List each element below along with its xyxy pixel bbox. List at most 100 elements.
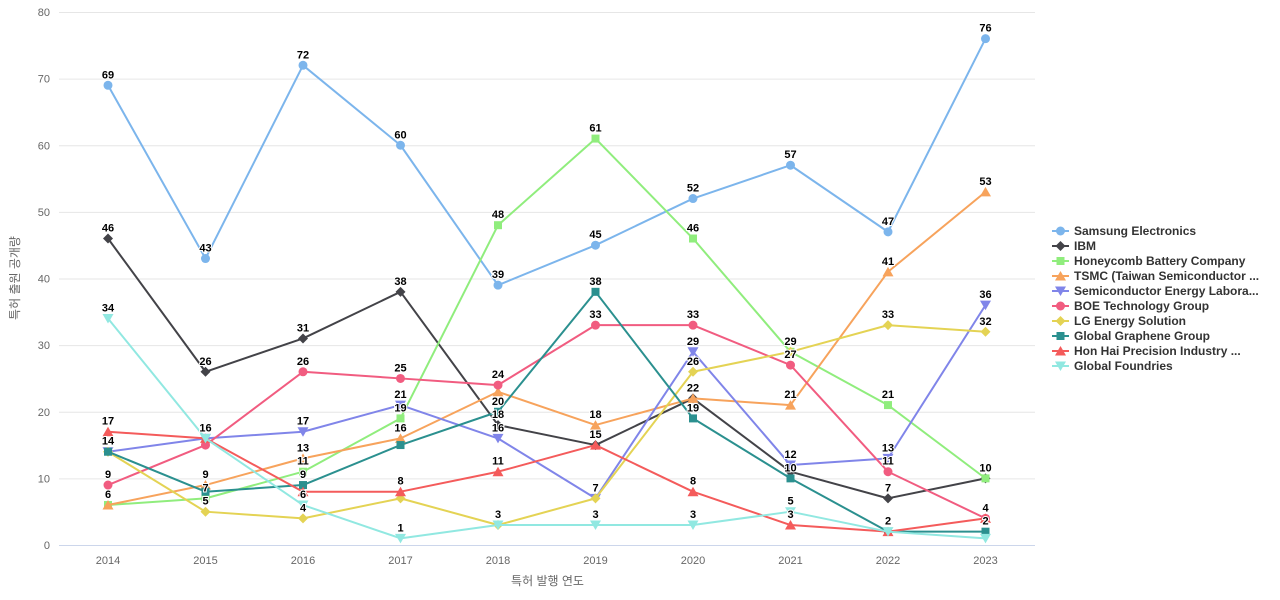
legend-item-boe-technology-group[interactable]: BOE Technology Group: [1052, 298, 1259, 313]
square-legend-marker: [1052, 331, 1069, 340]
square-marker: [396, 414, 405, 423]
square-marker: [396, 441, 405, 450]
data-label: 53: [979, 176, 991, 188]
legend-item-ibm[interactable]: IBM: [1052, 238, 1259, 253]
legend-item-semiconductor-energy-labora[interactable]: Semiconductor Energy Labora...: [1052, 283, 1259, 298]
y-tick-label: 50: [38, 207, 50, 219]
y-tick-label: 0: [44, 540, 50, 552]
data-label: 5: [787, 496, 793, 508]
data-label: 47: [882, 216, 894, 228]
triangle-marker: [882, 266, 894, 277]
y-tick-label: 10: [38, 473, 50, 485]
triangle-down-marker: [102, 313, 114, 324]
data-label: 3: [690, 509, 696, 521]
x-axis-title: 특허 발행 연도: [511, 574, 584, 588]
diamond-marker: [298, 513, 308, 524]
series-semiconductor-energy-labora: [102, 300, 991, 504]
triangle-marker: [590, 440, 601, 450]
legend-label: BOE Technology Group: [1074, 298, 1210, 313]
y-tick-label: 30: [38, 340, 50, 352]
diamond-marker: [103, 233, 113, 244]
data-label: 17: [297, 416, 309, 428]
legend-label: IBM: [1074, 238, 1096, 253]
diamond-marker: [883, 320, 893, 331]
triangle-down-marker: [980, 300, 991, 311]
data-label: 45: [589, 229, 601, 241]
data-label: 29: [784, 336, 796, 348]
data-label: 26: [297, 356, 309, 368]
data-label: 41: [882, 256, 894, 268]
triangle-down-marker: [882, 527, 894, 537]
square-marker: [591, 287, 600, 296]
data-label: 7: [592, 482, 598, 494]
diamond-marker: [883, 493, 893, 504]
data-label: 19: [687, 402, 699, 414]
data-label: 2: [885, 516, 891, 528]
triangle-down-marker: [785, 507, 796, 517]
square-marker: [494, 221, 502, 230]
data-label: 72: [297, 49, 309, 61]
data-label: 25: [394, 362, 406, 374]
legend-item-lg-energy-solution[interactable]: LG Energy Solution: [1052, 313, 1259, 328]
series-line: [107, 37, 987, 287]
legend-item-hon-hai-precision-industry[interactable]: Hon Hai Precision Industry ...: [1052, 343, 1259, 358]
triangle-marker: [200, 480, 211, 490]
triangle-down-marker: [395, 400, 406, 411]
circle-marker: [786, 360, 795, 370]
data-label: 12: [784, 449, 796, 461]
data-label: 4: [982, 502, 989, 514]
triangle-marker: [687, 393, 699, 403]
circle-marker: [786, 160, 795, 170]
circle-marker: [981, 34, 990, 44]
legend-label: Samsung Electronics: [1074, 223, 1197, 238]
data-label: 11: [297, 456, 309, 468]
series-line: [107, 324, 987, 520]
legend-label: Hon Hai Precision Industry ...: [1074, 343, 1241, 358]
data-label: 46: [687, 223, 699, 235]
triangle-marker: [492, 386, 504, 397]
triangle-down-marker: [590, 520, 601, 531]
series-line: [107, 317, 987, 540]
legend-item-global-foundries[interactable]: Global Foundries: [1052, 358, 1259, 373]
diamond-marker: [493, 420, 503, 431]
square-marker: [201, 487, 210, 496]
triangle-down-marker: [980, 533, 991, 544]
legend-item-samsung-electronics[interactable]: Samsung Electronics: [1052, 223, 1259, 238]
y-tick-label: 40: [38, 274, 50, 286]
diamond-marker: [200, 366, 211, 377]
circle-marker: [396, 373, 405, 383]
triangle-marker: [785, 400, 796, 410]
diamond-marker: [688, 366, 698, 377]
data-label: 38: [589, 276, 601, 288]
data-label: 3: [592, 509, 598, 521]
data-label: 33: [687, 309, 699, 321]
circle-marker: [493, 280, 503, 290]
triangle-marker: [102, 500, 114, 510]
legend-item-honeycomb-battery-company[interactable]: Honeycomb Battery Company: [1052, 253, 1259, 268]
series-line: [107, 304, 987, 500]
data-label: 26: [199, 356, 211, 368]
triangle-down-marker: [687, 347, 699, 357]
x-tick-label: 2023: [973, 555, 997, 567]
data-label: 31: [297, 322, 309, 334]
x-tick-label: 2021: [778, 555, 802, 567]
x-tick-label: 2014: [96, 555, 120, 567]
y-tick-label: 60: [38, 140, 50, 152]
circle-legend-marker: [1052, 226, 1069, 235]
triangle-marker: [785, 520, 796, 530]
data-label: 10: [784, 462, 796, 474]
triangle-down-marker: [492, 433, 504, 444]
series-line: [107, 290, 987, 533]
legend-item-tsmc-taiwan-semiconductor[interactable]: TSMC (Taiwan Semiconductor ...: [1052, 268, 1259, 283]
circle-marker: [201, 254, 210, 264]
legend-item-global-graphene-group[interactable]: Global Graphene Group: [1052, 328, 1259, 343]
square-marker: [201, 494, 210, 503]
data-label: 7: [202, 482, 208, 494]
data-label: 36: [979, 289, 991, 301]
data-label: 22: [687, 382, 699, 394]
data-label: 48: [492, 209, 504, 221]
circle-marker: [493, 380, 503, 390]
circle-marker: [883, 227, 893, 237]
data-label: 18: [492, 409, 504, 421]
square-marker: [981, 527, 990, 536]
